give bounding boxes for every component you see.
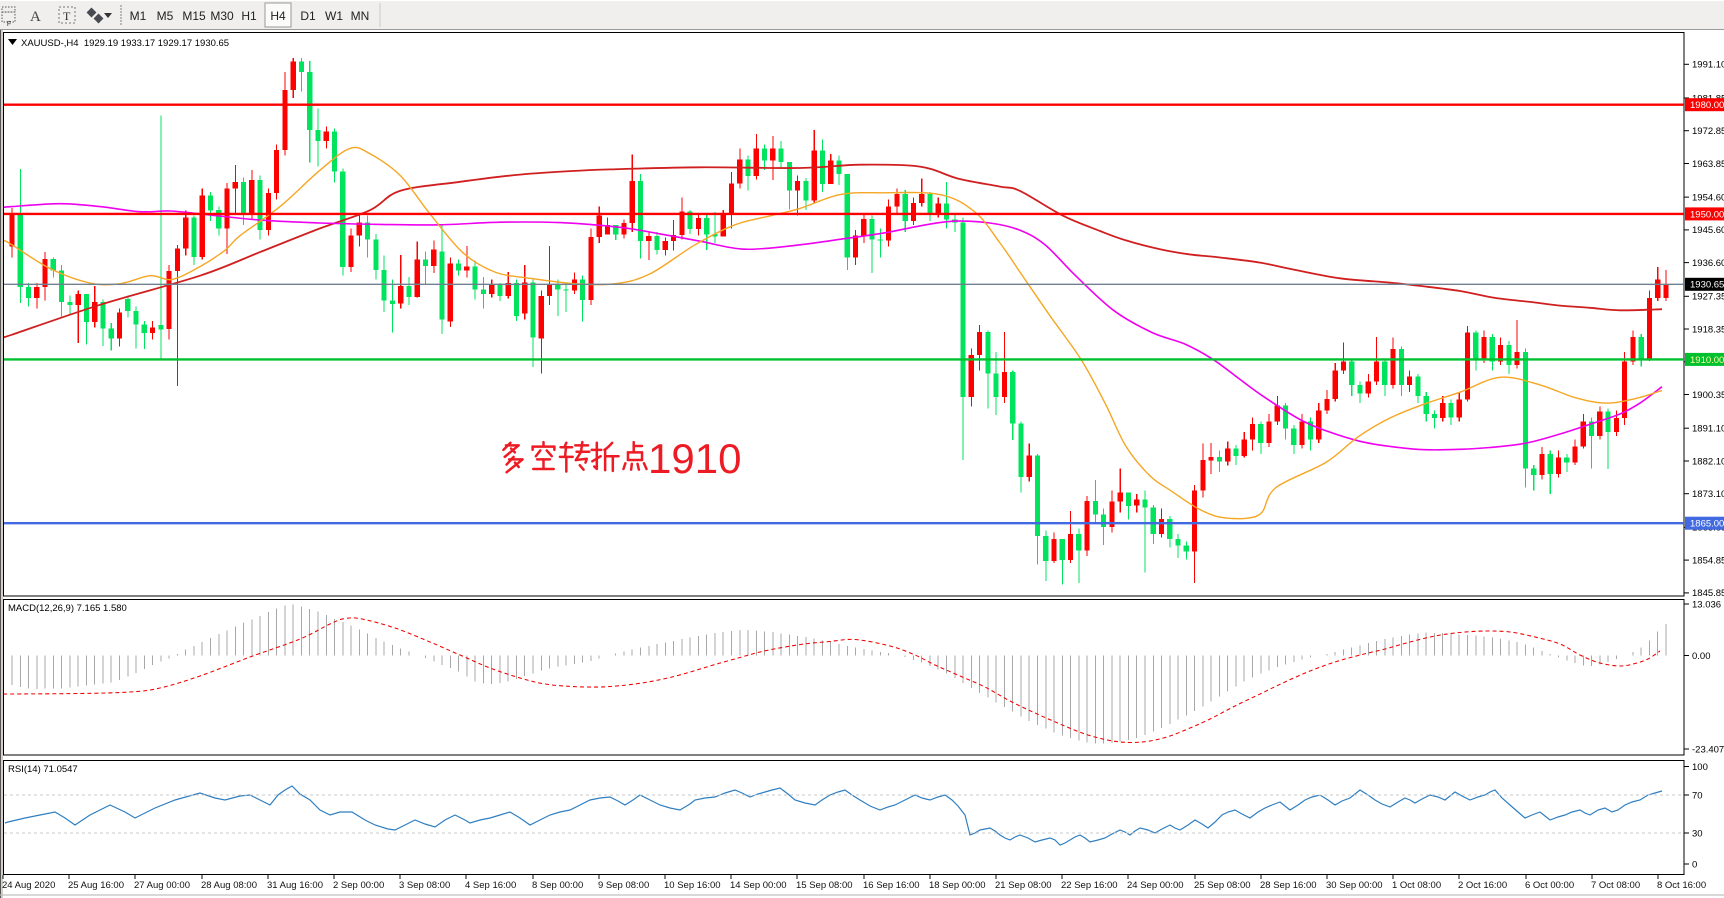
svg-text:T: T [63, 9, 71, 23]
svg-text:14 Sep 00:00: 14 Sep 00:00 [730, 880, 787, 891]
svg-text:24 Sep 00:00: 24 Sep 00:00 [1127, 880, 1184, 891]
svg-text:28 Aug 08:00: 28 Aug 08:00 [201, 880, 257, 891]
svg-text:10 Sep 16:00: 10 Sep 16:00 [664, 880, 721, 891]
svg-text:25 Aug 16:00: 25 Aug 16:00 [68, 880, 124, 891]
svg-text:22 Sep 16:00: 22 Sep 16:00 [1061, 880, 1118, 891]
svg-text:0.00: 0.00 [1692, 651, 1711, 662]
svg-text:31 Aug 16:00: 31 Aug 16:00 [267, 880, 323, 891]
svg-text:2 Oct 16:00: 2 Oct 16:00 [1458, 880, 1507, 891]
svg-text:1882.10: 1882.10 [1692, 456, 1724, 467]
svg-text:0: 0 [1692, 859, 1697, 870]
svg-text:70: 70 [1692, 790, 1703, 801]
svg-text:100: 100 [1692, 762, 1708, 773]
svg-text:1991.10: 1991.10 [1692, 60, 1724, 71]
svg-text:-23.407: -23.407 [1692, 744, 1724, 755]
svg-text:1891.10: 1891.10 [1692, 424, 1724, 435]
svg-text:8 Sep 00:00: 8 Sep 00:00 [532, 880, 583, 891]
svg-text:D1: D1 [300, 9, 316, 23]
svg-text:MACD(12,26,9) 7.165 1.580: MACD(12,26,9) 7.165 1.580 [8, 603, 127, 614]
svg-text:1845.85: 1845.85 [1692, 588, 1724, 599]
svg-text:6 Oct 00:00: 6 Oct 00:00 [1525, 880, 1574, 891]
svg-text:25 Sep 08:00: 25 Sep 08:00 [1194, 880, 1251, 891]
svg-text:M1: M1 [130, 9, 147, 23]
svg-text:16 Sep 16:00: 16 Sep 16:00 [863, 880, 920, 891]
svg-text:1945.60: 1945.60 [1692, 225, 1724, 236]
svg-text:MN: MN [351, 9, 370, 23]
svg-text:M30: M30 [210, 9, 234, 23]
svg-text:1900.35: 1900.35 [1692, 390, 1724, 401]
svg-text:3 Sep 08:00: 3 Sep 08:00 [399, 880, 450, 891]
svg-text:RSI(14) 71.0547: RSI(14) 71.0547 [8, 764, 78, 775]
svg-text:30: 30 [1692, 828, 1703, 839]
svg-text:F: F [7, 21, 11, 28]
svg-text:W1: W1 [325, 9, 343, 23]
svg-text:H1: H1 [241, 9, 257, 23]
svg-text:M5: M5 [157, 9, 174, 23]
svg-text:1954.60: 1954.60 [1692, 192, 1724, 203]
svg-text:4 Sep 16:00: 4 Sep 16:00 [465, 880, 516, 891]
svg-text:1910.00: 1910.00 [1690, 355, 1724, 366]
svg-text:1963.85: 1963.85 [1692, 159, 1724, 170]
svg-text:1930.65: 1930.65 [1690, 280, 1724, 291]
svg-text:28 Sep 16:00: 28 Sep 16:00 [1260, 880, 1317, 891]
svg-text:1910: 1910 [648, 435, 741, 482]
svg-text:18 Sep 00:00: 18 Sep 00:00 [929, 880, 986, 891]
svg-text:8 Oct 16:00: 8 Oct 16:00 [1657, 880, 1706, 891]
svg-text:2 Sep 00:00: 2 Sep 00:00 [333, 880, 384, 891]
svg-text:1972.85: 1972.85 [1692, 126, 1724, 137]
svg-text:7 Oct 08:00: 7 Oct 08:00 [1591, 880, 1640, 891]
svg-text:1936.60: 1936.60 [1692, 258, 1724, 269]
svg-text:1854.85: 1854.85 [1692, 555, 1724, 566]
svg-text:XAUUSD-,H4 1929.19 1933.17 19: XAUUSD-,H4 1929.19 1933.17 1929.17 1930.… [21, 38, 229, 49]
svg-text:1927.35: 1927.35 [1692, 292, 1724, 303]
svg-text:1 Oct 08:00: 1 Oct 08:00 [1392, 880, 1441, 891]
svg-text:1980.00: 1980.00 [1690, 100, 1724, 111]
svg-text:M15: M15 [182, 9, 206, 23]
svg-text:15 Sep 08:00: 15 Sep 08:00 [796, 880, 853, 891]
svg-text:21 Sep 08:00: 21 Sep 08:00 [995, 880, 1052, 891]
svg-text:24 Aug 2020: 24 Aug 2020 [2, 880, 55, 891]
svg-text:1918.35: 1918.35 [1692, 324, 1724, 335]
svg-text:A: A [30, 9, 41, 25]
svg-text:1873.10: 1873.10 [1692, 489, 1724, 500]
svg-text:9 Sep 08:00: 9 Sep 08:00 [598, 880, 649, 891]
svg-text:30 Sep 00:00: 30 Sep 00:00 [1326, 880, 1383, 891]
svg-text:1950.00: 1950.00 [1690, 209, 1724, 220]
svg-text:1865.00: 1865.00 [1690, 519, 1724, 530]
svg-text:13.036: 13.036 [1692, 599, 1721, 610]
svg-text:27 Aug 00:00: 27 Aug 00:00 [134, 880, 190, 891]
svg-text:H4: H4 [270, 9, 286, 23]
